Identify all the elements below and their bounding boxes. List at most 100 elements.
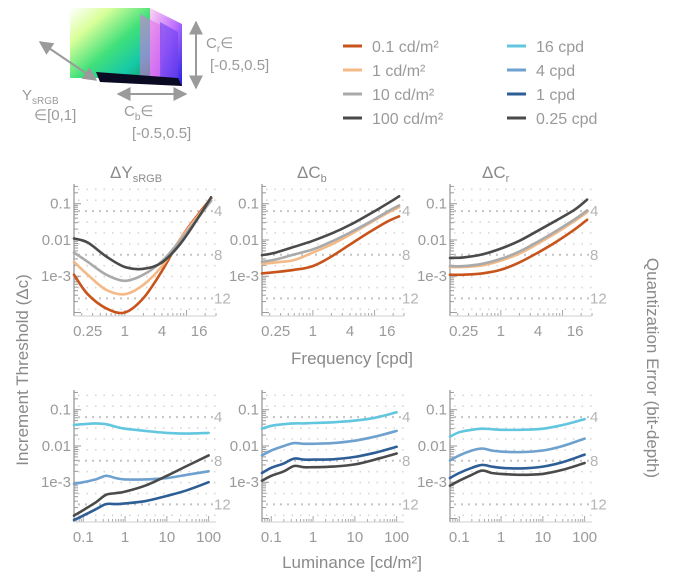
legend-label: 1 cd/m²: [372, 63, 426, 80]
y-tick-label: 0.1: [238, 196, 259, 213]
x-tick-label: 0.1: [449, 529, 470, 546]
y2-tick-label: 8: [214, 247, 222, 264]
x-axis-title-frequency: Frequency [cpd]: [291, 349, 413, 368]
series-line: [448, 453, 586, 480]
y-tick-label: 1e-3: [41, 474, 71, 491]
x-axis-title-luminance: Luminance [cd/m²]: [282, 553, 422, 572]
y2-tick-label: 8: [214, 453, 222, 470]
y-range-arrow: [38, 41, 98, 81]
y2-tick-label: 12: [214, 290, 231, 307]
x-tick-label: 4: [346, 323, 354, 340]
x-tick-label: 10: [535, 529, 552, 546]
y-tick-label: 0.1: [238, 402, 259, 419]
chart-panel: 0.1 0.01 1e-3 4 8 12 0.25 1 4 16: [229, 184, 419, 340]
y2-tick-label: 12: [402, 290, 419, 307]
series-line: [448, 461, 586, 487]
panel-title: ΔCr: [482, 163, 510, 185]
y-tick-label: 0.01: [42, 438, 71, 455]
y-tick-label: 1e-3: [417, 268, 447, 285]
x-tick-label: 1: [497, 529, 505, 546]
chart-panel: 0.1 0.01 1e-3 4 8 12 0.1 1 10 100: [417, 390, 607, 546]
y2-tick-label: 4: [214, 203, 222, 220]
y-tick-label: 0.1: [426, 196, 447, 213]
series-line: [72, 422, 210, 435]
y2-tick-label: 12: [402, 496, 419, 513]
y2-tick-label: 4: [402, 203, 410, 220]
y-tick-label: 1e-3: [417, 474, 447, 491]
color-cube: [70, 8, 182, 86]
panel-title: ΔYsRGB: [110, 163, 162, 185]
x-tick-label: 1: [309, 323, 317, 340]
y-channel-range: ∈[0,1]: [34, 107, 76, 124]
chart-panel: 0.1 0.01 1e-3 4 8 12 0.1 1 10 100: [229, 390, 419, 546]
cr-channel-range: [-0.5,0.5]: [210, 57, 269, 74]
y-tick-label: 0.01: [42, 232, 71, 249]
y-tick-label: 1e-3: [229, 474, 259, 491]
series-line: [260, 195, 401, 257]
y-tick-label: 0.1: [426, 402, 447, 419]
cb-channel-label: Cb∈: [124, 103, 153, 123]
x-tick-label: 100: [384, 529, 409, 546]
x-tick-label: 0.25: [261, 323, 290, 340]
chart-panel: 0.1 0.01 1e-3 4 8 12 0.25 1 4 16: [417, 184, 607, 340]
x-tick-label: 16: [567, 323, 584, 340]
series-line: [72, 454, 210, 517]
x-tick-label: 1: [121, 323, 129, 340]
y2-tick-label: 12: [590, 496, 607, 513]
chart-panel: 0.1 0.01 1e-3 4 8 12 0.1 1 10 100: [41, 390, 231, 546]
series-line: [448, 198, 589, 260]
y2-tick-label: 4: [214, 409, 222, 426]
x-tick-label: 1: [121, 529, 129, 546]
legend-label: 0.25 cpd: [536, 111, 597, 128]
series-line: [260, 452, 398, 482]
x-tick-label: 1: [497, 323, 505, 340]
cb-channel-range: [-0.5,0.5]: [132, 125, 191, 142]
x-tick-label: 4: [158, 323, 166, 340]
series-line: [72, 480, 210, 522]
y2-tick-label: 8: [402, 453, 410, 470]
series-line: [260, 204, 401, 264]
series-line: [260, 445, 398, 475]
y2-tick-label: 4: [402, 409, 410, 426]
x-tick-label: 100: [572, 529, 597, 546]
y2-tick-label: 12: [590, 290, 607, 307]
legend-label: 16 cpd: [536, 39, 584, 56]
x-tick-label: 16: [191, 323, 208, 340]
y2-tick-label: 8: [590, 453, 598, 470]
x-tick-label: 0.25: [449, 323, 478, 340]
legend-label: 0.1 cd/m²: [372, 39, 439, 56]
y-tick-label: 0.01: [230, 232, 259, 249]
y2-tick-label: 4: [590, 203, 598, 220]
x-tick-label: 0.1: [261, 529, 282, 546]
series-line: [72, 196, 213, 271]
y-tick-label: 1e-3: [41, 268, 71, 285]
legend-label: 10 cd/m²: [372, 87, 435, 104]
y-tick-label: 0.01: [230, 438, 259, 455]
series-line: [448, 211, 589, 269]
series-line: [260, 429, 398, 457]
legend-label: 100 cd/m²: [372, 111, 444, 128]
chart-panel: 0.1 0.01 1e-3 4 8 12 0.25 1 4 16: [41, 184, 231, 340]
legend-label: 4 cpd: [536, 63, 575, 80]
x-tick-label: 10: [159, 529, 176, 546]
y-axis-title: Increment Threshold (Δc): [13, 274, 32, 466]
series-line: [448, 437, 586, 462]
y2-tick-label: 12: [214, 496, 231, 513]
series-line: [260, 411, 398, 430]
x-tick-label: 16: [379, 323, 396, 340]
x-tick-label: 0.25: [73, 323, 102, 340]
y2-tick-label: 4: [590, 409, 598, 426]
y2-tick-label: 8: [402, 247, 410, 264]
series-line: [448, 209, 589, 268]
legend-label: 1 cpd: [536, 87, 575, 104]
cr-channel-label: Cr∈: [206, 35, 233, 55]
series-line: [72, 470, 210, 486]
series-line: [448, 417, 586, 438]
legend: 0.1 cd/m² 1 cd/m² 10 cd/m² 100 cd/m² 16 …: [343, 39, 597, 128]
series-line: [448, 218, 589, 277]
x-tick-label: 4: [534, 323, 542, 340]
y-tick-label: 0.01: [418, 438, 447, 455]
y-tick-label: 0.01: [418, 232, 447, 249]
series-line: [260, 215, 401, 275]
